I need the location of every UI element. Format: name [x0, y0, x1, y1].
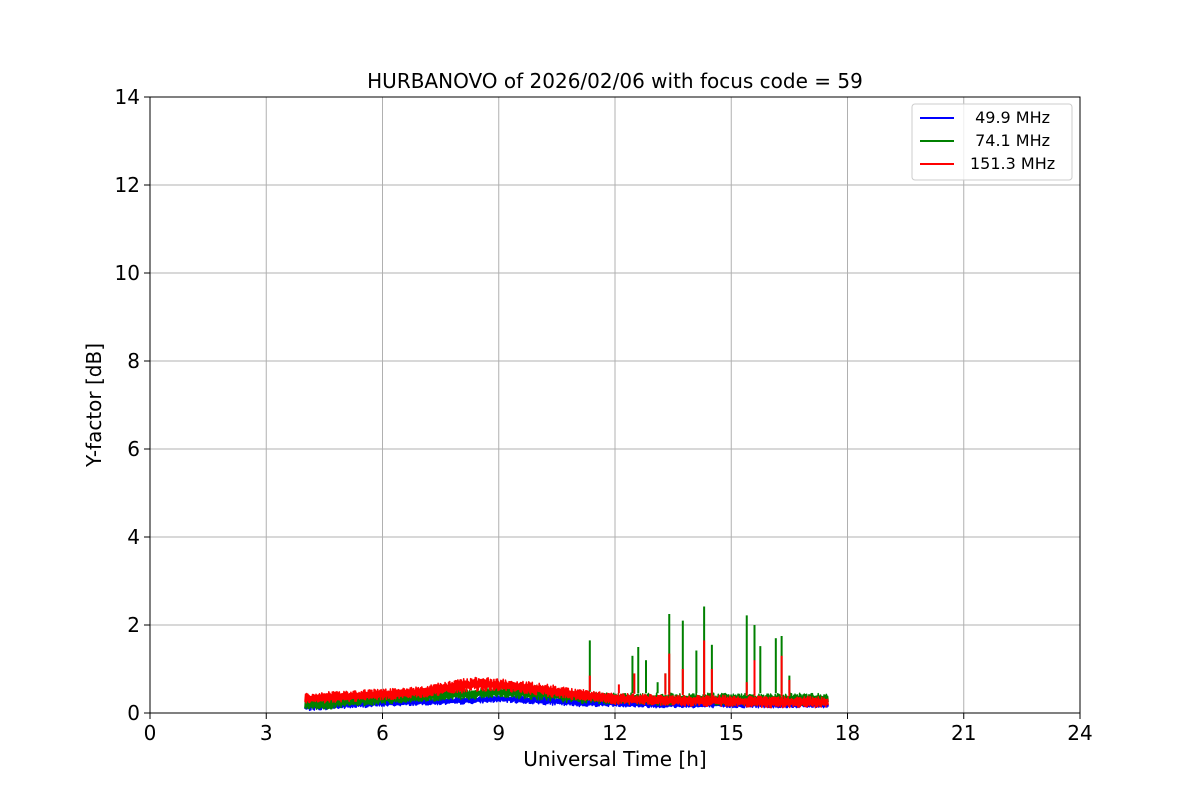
- x-tick-label: 0: [144, 721, 157, 745]
- y-tick-label: 6: [127, 437, 140, 461]
- x-tick-label: 9: [492, 721, 505, 745]
- legend-box: [911, 103, 1073, 181]
- x-tick-label: 6: [376, 721, 389, 745]
- x-tick-label: 24: [1067, 721, 1092, 745]
- y-axis-label: Y-factor [dB]: [82, 343, 106, 468]
- chart-title: HURBANOVO of 2026/02/06 with focus code …: [367, 69, 863, 93]
- x-tick-label: 18: [835, 721, 860, 745]
- y-tick-label: 12: [115, 173, 140, 197]
- legend-label-74mhz: 74.1 MHz: [970, 131, 1050, 150]
- y-tick-label: 8: [127, 349, 140, 373]
- legend: 49.9 MHz 74.1 MHz 151.3 MHz: [911, 103, 1073, 181]
- x-tick-label: 12: [602, 721, 627, 745]
- x-tick-label: 21: [951, 721, 976, 745]
- y-tick-label: 14: [115, 85, 140, 109]
- y-tick-label: 2: [127, 613, 140, 637]
- series-line: [304, 676, 829, 709]
- y-tick-label: 4: [127, 525, 140, 549]
- legend-label-151mhz: 151.3 MHz: [970, 154, 1055, 173]
- x-tick-label: 3: [260, 721, 273, 745]
- legend-label-49mhz: 49.9 MHz: [970, 108, 1050, 127]
- x-axis: 0 3 6 9 12 15 18 21 24: [144, 713, 1093, 745]
- y-axis: 0 2 4 6 8 10 12 14: [115, 85, 150, 725]
- series-2: [304, 640, 829, 709]
- series-layer: [304, 606, 829, 712]
- x-axis-label: Universal Time [h]: [523, 747, 706, 771]
- x-tick-label: 15: [719, 721, 744, 745]
- y-tick-label: 0: [127, 701, 140, 725]
- y-tick-label: 10: [115, 261, 140, 285]
